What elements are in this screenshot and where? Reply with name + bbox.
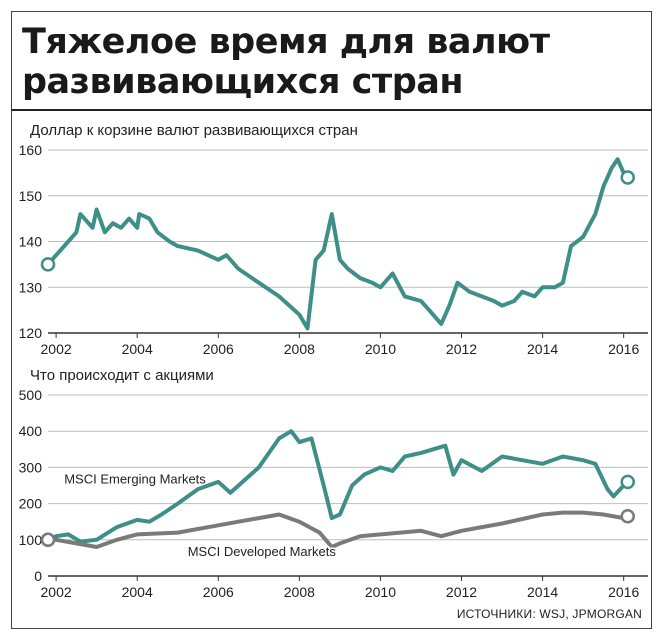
chart2-ytick-label: 500	[19, 387, 43, 403]
chart2-xtick-label: 2014	[527, 584, 558, 600]
chart1-ytick-label: 120	[19, 325, 43, 341]
chart2-ytick-label: 400	[19, 423, 43, 439]
chart1-xtick-label: 2002	[41, 341, 72, 357]
chart2-start-marker-1	[40, 532, 56, 548]
chart2-ytick-label: 200	[19, 496, 43, 512]
chart2-xtick-label: 2012	[446, 584, 477, 600]
chart1-xtick-label: 2016	[608, 341, 639, 357]
chart2-xtick-label: 2002	[41, 584, 72, 600]
chart2-end-marker-1	[620, 509, 635, 524]
chart2-ytick-label: 100	[19, 532, 43, 548]
headline: Тяжелое время для валют развивающихся ст…	[22, 22, 550, 102]
chart1-xtick-label: 2010	[365, 341, 396, 357]
chart2-xtick-label: 2016	[608, 584, 639, 600]
chart-frame	[11, 11, 652, 629]
chart1-xtick-label: 2014	[527, 341, 558, 357]
chart1-start-marker-0	[40, 257, 56, 272]
chart1-end-marker-0	[620, 170, 635, 185]
chart1-title: Доллар к корзине валют развивающихся стр…	[30, 122, 358, 139]
chart1-xtick-label: 2006	[203, 341, 234, 357]
chart1-xtick-label: 2012	[446, 341, 477, 357]
chart2-series-label-1: MSCI Developed Markets	[188, 544, 337, 559]
source-note: ИСТОЧНИКИ: WSJ, JPMORGAN	[456, 607, 642, 621]
chart2-end-marker-0	[620, 474, 635, 490]
chart2-title: Что происходит с акциями	[30, 367, 214, 384]
chart1-ytick-label: 130	[19, 279, 43, 295]
chart2-xtick-label: 2006	[203, 584, 234, 600]
chart2-series-label-0: MSCI Emerging Markets	[64, 472, 206, 487]
chart2-ytick-label: 0	[34, 568, 42, 584]
chart2-series-line-0	[46, 429, 630, 544]
chart1-series-line-0	[46, 157, 630, 331]
chart1-ytick-label: 160	[19, 142, 43, 158]
chart1-ytick-label: 150	[19, 188, 43, 204]
currency-chart: 120 130 140 150 160 2002 2004 2006 2008 2010 2012 2…	[19, 142, 648, 357]
chart1-xtick-label: 2008	[284, 341, 315, 357]
chart2-xtick-label: 2010	[365, 584, 396, 600]
stocks-chart: 0 100 200 300 400 500 2002 2004 2006 2008 2010 2012…	[19, 387, 648, 600]
chart2-xtick-label: 2004	[122, 584, 153, 600]
chart2-xtick-label: 2008	[284, 584, 315, 600]
chart2-series-line-1	[46, 510, 630, 549]
title-divider	[11, 109, 652, 111]
chart2-ytick-label: 300	[19, 459, 43, 475]
chart1-xtick-label: 2004	[122, 341, 153, 357]
chart1-ytick-label: 140	[19, 234, 43, 250]
